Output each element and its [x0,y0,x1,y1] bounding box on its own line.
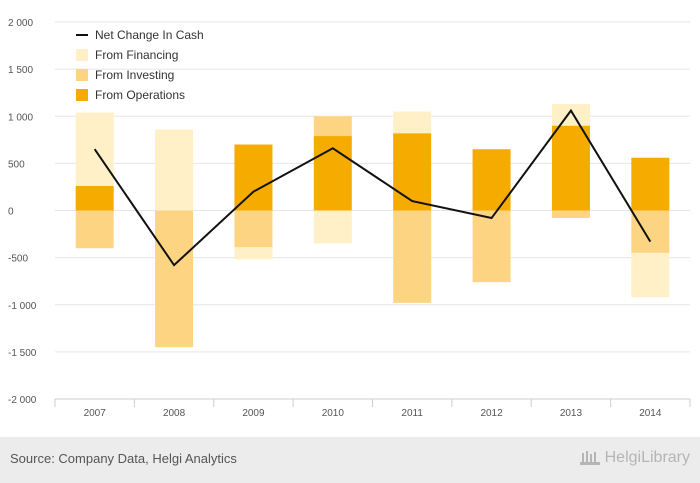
bar-from-investing [234,210,273,248]
helgi-library-logo[interactable]: HelgiLibrary [579,448,690,468]
x-tick-label: 2008 [163,408,186,419]
legend-label: From Operations [95,88,185,102]
y-tick-label: 1 500 [8,65,33,76]
net-change-line [93,108,652,267]
x-tick-label: 2010 [322,408,345,419]
bar-from-financing [234,247,273,260]
bar-from-financing [313,210,352,244]
y-tick-label: -1 000 [8,301,37,312]
bar-from-operations [551,125,590,211]
y-tick-label: -2 000 [8,395,37,406]
legend-label: From Investing [95,68,174,82]
legend-swatch [76,69,88,81]
y-tick-label: 0 [8,207,14,218]
legend-label: Net Change In Cash [95,28,204,42]
bar-from-investing [472,210,511,283]
source-note: Source: Company Data, Helgi Analytics [10,451,237,466]
y-tick-label: 1 000 [8,112,33,123]
bar-from-investing [155,210,194,348]
x-tick-label: 2007 [84,408,107,419]
bar-from-operations [234,144,273,211]
bar-from-investing [75,210,114,249]
legend-swatch [76,89,88,101]
logo-text: HelgiLibrary [604,449,690,466]
x-tick-label: 2012 [480,408,503,419]
bar-from-operations [631,157,670,211]
library-icon [579,451,600,465]
bar-from-financing [393,111,432,134]
x-tick-label: 2014 [639,408,662,419]
bar-from-operations [393,133,432,211]
x-tick-label: 2013 [560,408,583,419]
bar-from-investing [313,116,352,137]
bar-from-investing [631,210,670,253]
bar-from-financing [631,252,670,298]
legend-swatch [76,49,88,61]
bar-from-operations [75,185,114,211]
bar-from-investing [551,210,590,219]
y-tick-label: 500 [8,159,25,170]
bar-from-investing [393,210,432,303]
bar-from-financing [155,129,194,211]
x-tick-label: 2009 [242,408,265,419]
bar-from-financing [551,103,590,126]
y-tick-label: -500 [8,254,28,265]
y-tick-label: -1 500 [8,348,37,359]
x-tick-label: 2011 [401,408,423,419]
y-tick-label: 2 000 [8,18,33,29]
legend-label: From Financing [95,48,178,62]
chart-svg: -2 000 -1 500 -1 000 -500 0 500 1 000 1 500 2 00… [8,18,691,419]
